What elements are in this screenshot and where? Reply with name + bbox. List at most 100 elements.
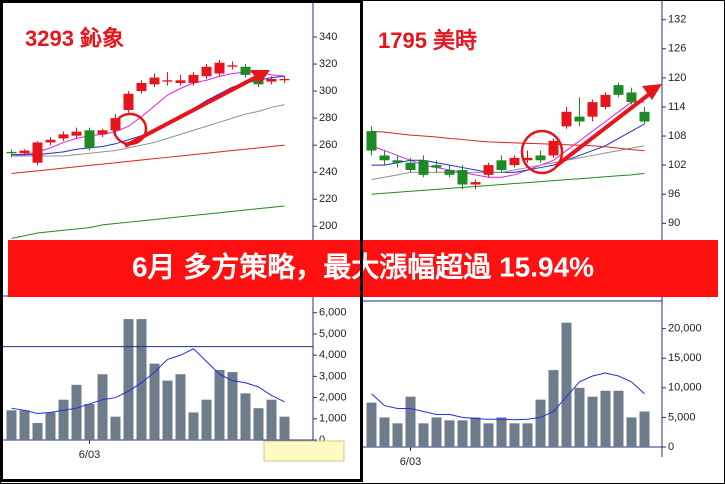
volume-tick-label: 2,000 [319,391,347,403]
candle-body [32,142,43,163]
volume-tick-label: 20,000 [668,323,702,335]
candle-body [457,169,468,185]
volume-bar [6,410,17,440]
volume-bar [32,423,43,440]
volume-bar [366,402,377,447]
candle-body [71,131,82,136]
volume-bar [600,390,611,447]
volume-bar [561,322,572,447]
candle-body [227,65,238,67]
banner-text: 6月 多方策略，最大漲幅超過 15.94% [132,250,594,282]
volume-bar [483,423,494,447]
y-tick-label: 300 [319,85,337,97]
volume-tick-label: 15,000 [668,352,702,364]
candle-body [136,82,147,92]
candle-body [123,93,134,111]
volume-bar [45,412,56,440]
arrow-head [250,70,270,84]
y-tick-label: 96 [668,188,680,200]
volume-bar [253,408,264,440]
volume-bar [509,423,520,447]
candle-body [626,92,637,103]
candle-body [97,130,108,135]
y-tick-label: 132 [668,14,686,26]
volume-bar [392,423,403,447]
moving-average-line [11,205,285,239]
volume-bar [418,423,429,447]
volume-bar [496,417,507,447]
candle-body [149,77,160,85]
candle-body [613,85,624,95]
candle-body [84,130,95,148]
volume-bar [162,380,173,440]
x-tick-label: 6/03 [79,449,100,461]
volume-bar [444,420,455,447]
plots: 200 220 240 260 280 300 320 340 0 1,000 2,000 3,000… [0,0,702,468]
y-tick-label: 220 [319,193,337,205]
candle-body [522,157,533,161]
volume-tick-label: 1,000 [319,413,347,425]
volume-tick-label: 0 [668,441,674,453]
moving-average-line [371,172,645,195]
volume-tick-label: 3,000 [319,370,347,382]
highlight-circle [520,129,564,175]
candle-body [509,157,520,166]
moving-average-line [11,144,285,175]
y-tick-label: 102 [668,159,686,171]
volume-bar [470,417,481,447]
candle-body [201,66,212,77]
volume-bar [548,370,559,447]
volume-bar [639,411,650,447]
x-tick-label: 6/03 [400,456,421,468]
chart-title: 3293 鈊象 [25,26,124,51]
volume-bar [613,390,624,447]
volume-tick-label: 0 [319,434,325,446]
moving-average-line [371,101,645,178]
volume-tick-label: 5,000 [319,328,347,340]
volume-tick-label: 6,000 [319,307,347,319]
candle-body [600,94,611,107]
candle-body [483,165,494,175]
moving-average-line [11,104,285,157]
candle-body [6,151,17,154]
volume-bar [431,417,442,447]
y-tick-label: 260 [319,139,337,151]
volume-bar [214,370,225,440]
volume-bar [279,416,290,440]
moving-average-line [371,123,645,173]
y-tick-label: 108 [668,130,686,142]
volume-bar [84,403,95,440]
candle-body [548,140,559,156]
candle-body [279,78,290,81]
y-tick-label: 126 [668,43,686,55]
moving-average-line [371,145,645,181]
trend-arrow [554,90,654,168]
candle-body [240,66,251,75]
y-tick-label: 200 [319,220,337,232]
volume-bar [405,396,416,447]
volume-bar [19,410,30,440]
y-tick-label: 120 [668,72,686,84]
trend-arrow [124,72,263,148]
candle-body [366,131,377,151]
volume-bar [379,417,390,447]
y-tick-label: 280 [319,112,337,124]
candle-body [392,160,403,163]
candle-body [418,160,429,175]
volume-tick-label: 5,000 [668,411,696,423]
candle-body [214,62,225,74]
volume-bar [201,399,212,440]
volume-bar [110,416,121,440]
volume-bar [227,372,238,440]
volume-average-line [371,372,645,421]
volume-bar [188,412,199,440]
moving-average-line [11,71,285,157]
candle-body [444,169,455,175]
scroll-box [263,440,345,462]
candle-body [405,162,416,170]
volume-tick-label: 10,000 [668,382,702,394]
volume-average-line [11,348,285,414]
volume-bar [149,363,160,440]
volume-bar [136,319,147,440]
